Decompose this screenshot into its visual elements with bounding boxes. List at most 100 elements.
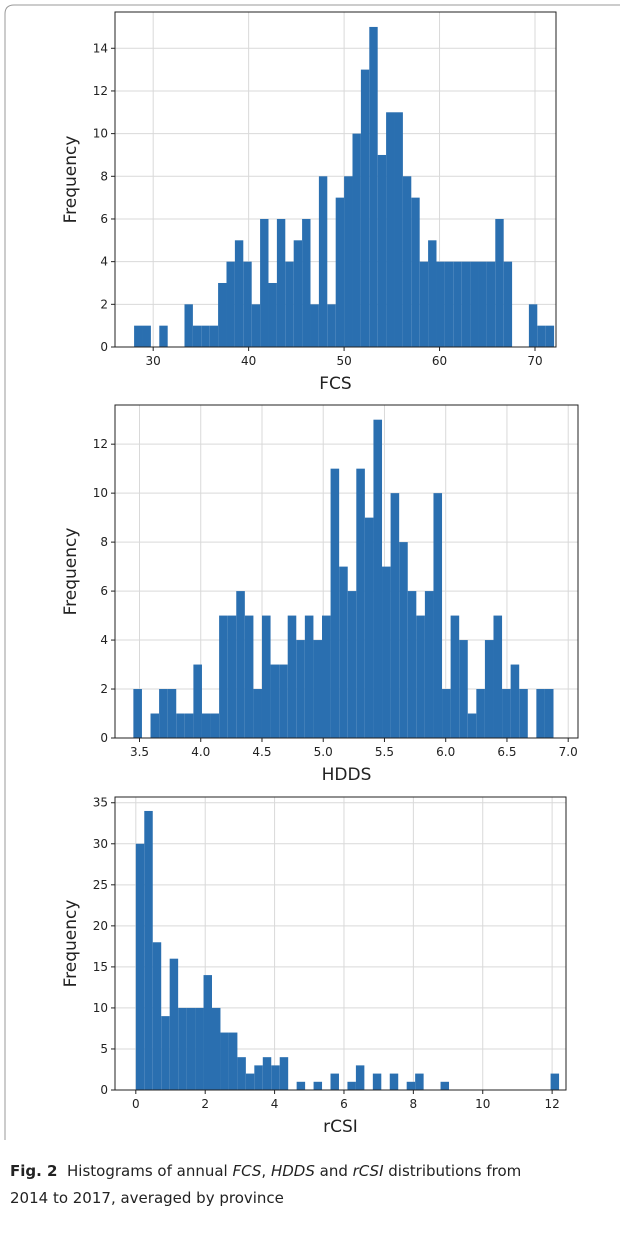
caption-text: Histograms of annual — [67, 1162, 233, 1180]
bar — [394, 112, 403, 347]
y-tick-label: 30 — [93, 837, 108, 851]
caption-text: 2014 to 2017, averaged by province — [10, 1189, 284, 1207]
bar — [459, 640, 468, 738]
bar — [279, 664, 288, 738]
x-tick-label: 7.0 — [559, 745, 578, 759]
bar — [373, 419, 383, 738]
y-tick-label: 10 — [93, 486, 108, 500]
bar — [169, 958, 179, 1090]
bar — [407, 591, 417, 738]
bar — [519, 689, 528, 738]
y-axis-label: Frequency — [61, 900, 81, 988]
x-tick-label: 4.0 — [191, 745, 210, 759]
bar — [285, 261, 294, 347]
x-tick-label: 0 — [132, 1097, 140, 1111]
bar — [135, 843, 145, 1090]
bar — [486, 261, 496, 347]
bar — [178, 1007, 187, 1090]
bar — [453, 261, 462, 347]
bar — [399, 542, 408, 738]
bar — [355, 1065, 365, 1090]
bar — [470, 261, 479, 347]
bar — [184, 713, 194, 738]
bar — [195, 1007, 204, 1090]
bar — [271, 1065, 280, 1090]
bar — [228, 1032, 238, 1090]
bar — [352, 133, 361, 347]
bar — [419, 261, 429, 347]
x-tick-label: 6.0 — [436, 745, 455, 759]
y-tick-label: 8 — [100, 535, 108, 549]
x-tick-label: 40 — [241, 354, 256, 368]
y-tick-label: 5 — [100, 1042, 108, 1056]
axes-frame — [114, 11, 557, 348]
bar — [293, 240, 303, 347]
x-tick-label: 12 — [544, 1097, 559, 1111]
bar — [495, 218, 504, 347]
x-tick-label: 5.5 — [375, 745, 394, 759]
bar — [440, 1081, 450, 1090]
axes-frame — [114, 796, 567, 1091]
bar — [161, 1016, 170, 1090]
bar — [406, 1081, 416, 1090]
bar — [167, 689, 177, 738]
bar — [209, 325, 219, 347]
bar — [537, 325, 546, 347]
x-tick-label: 6 — [340, 1097, 348, 1111]
y-tick-label: 6 — [100, 584, 108, 598]
bar — [313, 1081, 323, 1090]
bar — [210, 713, 220, 738]
x-tick-label: 70 — [527, 354, 542, 368]
bar — [364, 517, 374, 738]
bar — [243, 261, 252, 347]
axes-frame — [114, 404, 579, 739]
bar — [484, 640, 494, 738]
y-tick-label: 35 — [93, 796, 108, 810]
bar — [296, 1081, 306, 1090]
bar — [260, 218, 269, 347]
caption-text: HDDS — [270, 1162, 315, 1180]
bar — [428, 240, 437, 347]
bar — [176, 713, 185, 738]
x-tick-label: 4.5 — [252, 745, 271, 759]
bar — [219, 615, 228, 738]
bar — [544, 689, 554, 738]
bar — [184, 304, 193, 347]
bar — [389, 1073, 399, 1090]
bar — [150, 713, 160, 738]
bar — [226, 261, 235, 347]
bar — [347, 591, 357, 738]
bar — [310, 304, 319, 347]
bar — [304, 615, 314, 738]
y-tick-label: 10 — [93, 127, 108, 141]
bar — [330, 468, 340, 738]
x-tick-label: 5.0 — [314, 745, 333, 759]
bar — [318, 176, 328, 347]
bar — [192, 325, 202, 347]
x-tick-label: 6.5 — [497, 745, 516, 759]
y-tick-label: 0 — [100, 731, 108, 745]
x-tick-label: 10 — [475, 1097, 490, 1111]
y-tick-label: 6 — [100, 212, 108, 226]
bar — [478, 261, 487, 347]
bar — [152, 942, 162, 1090]
y-tick-label: 2 — [100, 297, 108, 311]
y-tick-label: 25 — [93, 878, 108, 892]
bar — [442, 689, 451, 738]
bar — [261, 615, 271, 738]
bar — [313, 640, 323, 738]
y-tick-label: 0 — [100, 340, 108, 354]
bar — [276, 218, 286, 347]
bar — [134, 325, 143, 347]
bar — [327, 304, 336, 347]
bar — [390, 493, 400, 738]
bar — [302, 218, 311, 347]
caption-text: FCS — [232, 1162, 262, 1180]
bar — [254, 1065, 263, 1090]
bar — [142, 325, 151, 347]
bar — [411, 197, 420, 347]
bar — [360, 69, 370, 348]
bar — [211, 1007, 221, 1090]
bar — [201, 713, 211, 738]
